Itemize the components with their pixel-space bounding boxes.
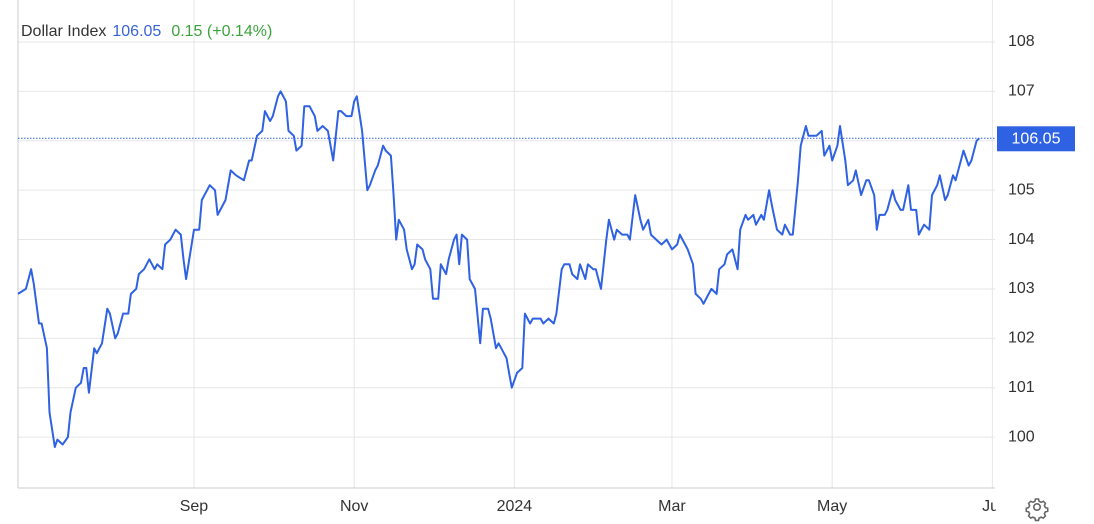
grid (18, 0, 995, 488)
last-value: 106.05 (112, 23, 161, 40)
line (17, 90, 980, 448)
x-tick-label: Jul (982, 498, 1002, 515)
y-tick-label: 108 (1008, 33, 1035, 50)
x-tick-label: 2024 (497, 498, 533, 515)
last-value-box (997, 126, 1075, 152)
y-tick-label: 103 (1008, 280, 1035, 297)
settings-icon[interactable] (1025, 498, 1049, 522)
y-tick-label: 102 (1008, 330, 1035, 347)
marks (17, 90, 995, 448)
x-tick-label: Nov (340, 498, 368, 515)
y-tick-label: 105 (1008, 181, 1035, 198)
x-tick-label: Sep (180, 498, 209, 515)
header: Dollar Index 106.05 0.15 (+0.14%) (21, 23, 272, 40)
series-name: Dollar Index (21, 23, 106, 40)
y-tick-label: 107 (1008, 83, 1035, 100)
last-value-label: 106.05 (1012, 131, 1061, 148)
y-tick-label: 100 (1008, 428, 1035, 445)
y-tick-label: 104 (1008, 231, 1035, 248)
labels: 100101102103104105106107108SepNov2024Mar… (180, 33, 1075, 515)
change: 0.15 (+0.14%) (171, 23, 272, 40)
x-tick-label: Mar (658, 498, 686, 515)
y-tick-label: 101 (1008, 379, 1035, 396)
x-tick-label: May (817, 498, 847, 515)
